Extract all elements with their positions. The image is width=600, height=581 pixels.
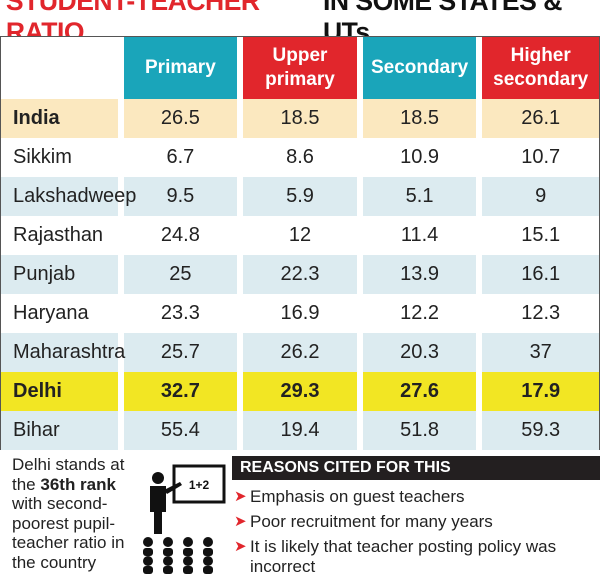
table-row: Punjab 25 22.3 13.9 16.1 <box>1 255 599 294</box>
ratio-cell: 26.5 <box>117 99 241 138</box>
reason-text: Poor recruitment for many years <box>250 512 493 531</box>
ratio-cell: 16.9 <box>237 294 360 333</box>
state-name: India <box>1 99 121 138</box>
blackboard-icon <box>172 464 226 504</box>
ratio-cell: 11.4 <box>356 216 480 255</box>
ratio-cell: 37 <box>476 333 599 372</box>
table-body: India 26.5 18.5 18.5 26.1 Sikkim 6.7 8.6 10.9 10.… <box>1 99 599 450</box>
state-name: Haryana <box>1 294 121 333</box>
ratio-cell: 22.3 <box>237 255 360 294</box>
arrow-icon: ➤ <box>234 538 247 555</box>
ratio-cell: 12.3 <box>476 294 599 333</box>
table-row: Maharashtra 25.7 26.2 20.3 37 <box>1 333 599 372</box>
ratio-cell: 26.1 <box>476 99 599 138</box>
reason-text: Emphasis on guest teachers <box>250 487 465 506</box>
reasons-list: ➤ Emphasis on guest teachers ➤ Poor recruit… <box>232 482 600 577</box>
header-primary: Primary <box>117 37 241 99</box>
reason-text: It is likely that teacher posting policy… <box>250 537 557 576</box>
ratio-cell: 6.7 <box>117 138 241 177</box>
ratio-cell: 16.1 <box>476 255 599 294</box>
header-secondary: Secondary <box>356 37 480 99</box>
reason-item: ➤ Poor recruitment for many years <box>232 512 600 532</box>
ratio-cell: 18.5 <box>356 99 480 138</box>
ratio-cell: 19.4 <box>237 411 360 450</box>
ratio-cell: 10.9 <box>356 138 480 177</box>
ratio-table: Primary Upper primary Secondary Higher sec… <box>1 37 599 450</box>
table-row: Bihar 55.4 19.4 51.8 59.3 <box>1 411 599 450</box>
table-row: Delhi 32.7 29.3 27.6 17.9 <box>1 372 599 411</box>
arrow-icon: ➤ <box>234 488 247 505</box>
teacher-classroom-icon: 1+2 <box>143 464 226 574</box>
note-rank: 36th rank <box>40 474 116 494</box>
ratio-cell: 25.7 <box>117 333 241 372</box>
chart-title: STUDENT-TEACHER RATIO IN SOME STATES & U… <box>0 0 590 47</box>
ratio-cell: 23.3 <box>117 294 241 333</box>
teacher-body-icon <box>150 486 166 534</box>
state-name: Delhi <box>1 372 121 411</box>
table-header-row: Primary Upper primary Secondary Higher sec… <box>1 37 599 99</box>
ratio-cell: 51.8 <box>356 411 480 450</box>
ratio-cell: 9.5 <box>117 177 241 216</box>
header-higher-secondary: Higher secondary <box>476 37 599 99</box>
ratio-cell: 29.3 <box>237 372 360 411</box>
note-suffix: with second-poorest pupil-teacher ratio … <box>12 494 125 572</box>
board-text: 1+2 <box>189 478 210 492</box>
ratio-cell: 24.8 <box>117 216 241 255</box>
state-name: Punjab <box>1 255 121 294</box>
table-row: India 26.5 18.5 18.5 26.1 <box>1 99 599 138</box>
table-row: Rajasthan 24.8 12 11.4 15.1 <box>1 216 599 255</box>
students-icon <box>143 537 213 574</box>
table-row: Sikkim 6.7 8.6 10.9 10.7 <box>1 138 599 177</box>
table-row: Lakshadweep 9.5 5.9 5.1 9 <box>1 177 599 216</box>
state-name: Sikkim <box>1 138 121 177</box>
ratio-cell: 27.6 <box>356 372 480 411</box>
ratio-cell: 9 <box>476 177 599 216</box>
ratio-cell: 5.9 <box>237 177 360 216</box>
ratio-cell: 18.5 <box>237 99 360 138</box>
ratio-cell: 8.6 <box>237 138 360 177</box>
ratio-cell: 26.2 <box>237 333 360 372</box>
teacher-head-icon <box>152 472 164 484</box>
ratio-table-container: Primary Upper primary Secondary Higher sec… <box>0 36 600 450</box>
ratio-cell: 12.2 <box>356 294 480 333</box>
ratio-cell: 15.1 <box>476 216 599 255</box>
ratio-cell: 32.7 <box>117 372 241 411</box>
state-name: Maharashtra <box>1 333 125 372</box>
ratio-cell: 20.3 <box>356 333 480 372</box>
ratio-cell: 13.9 <box>356 255 480 294</box>
delhi-rank-note: Delhi stands at the 36th rank with secon… <box>12 455 140 572</box>
arrow-icon: ➤ <box>234 513 247 530</box>
reason-item: ➤ It is likely that teacher posting polic… <box>232 537 600 577</box>
reason-item: ➤ Emphasis on guest teachers <box>232 487 600 507</box>
state-name: Bihar <box>1 411 121 450</box>
ratio-cell: 55.4 <box>117 411 241 450</box>
table-row: Haryana 23.3 16.9 12.2 12.3 <box>1 294 599 333</box>
ratio-cell: 10.7 <box>476 138 599 177</box>
ratio-cell: 59.3 <box>476 411 599 450</box>
reasons-heading: REASONS CITED FOR THIS <box>232 456 600 480</box>
state-name: Lakshadweep <box>1 177 136 216</box>
note-prefix: Delhi stands at the <box>12 455 125 494</box>
header-blank <box>1 37 121 99</box>
ratio-cell: 17.9 <box>476 372 599 411</box>
header-upper-primary: Upper primary <box>237 37 360 99</box>
teacher-pointer-icon <box>164 482 182 494</box>
ratio-cell: 25 <box>117 255 241 294</box>
state-name: Rajasthan <box>1 216 121 255</box>
ratio-cell: 5.1 <box>356 177 480 216</box>
ratio-cell: 12 <box>237 216 360 255</box>
